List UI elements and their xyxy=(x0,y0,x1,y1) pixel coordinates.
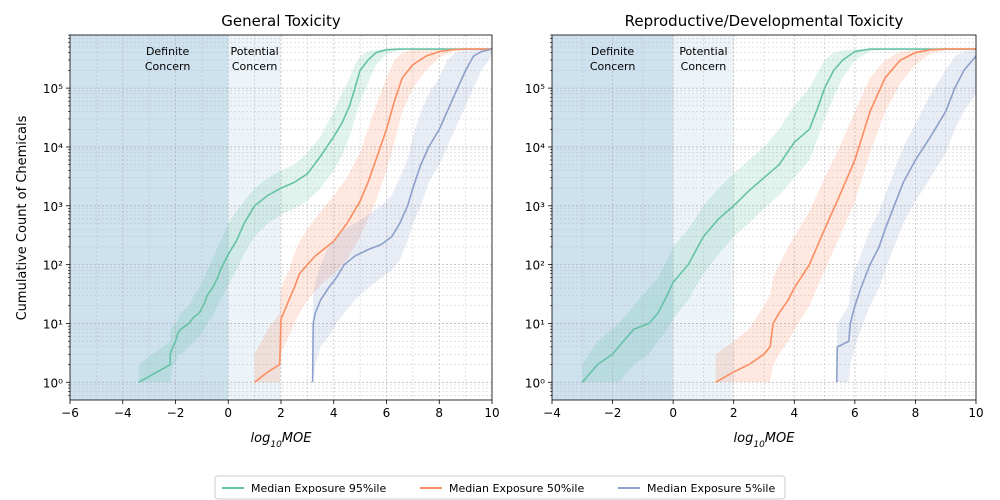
y-tick-label: 10⁵ xyxy=(525,82,545,96)
x-tick-label: −2 xyxy=(604,406,622,420)
y-axis-label: Cumulative Count of Chemicals xyxy=(15,115,30,320)
series-layer xyxy=(581,48,976,383)
y-tick-label: 10² xyxy=(525,259,545,273)
x-tick-label: 4 xyxy=(790,406,798,420)
legend-entry: Median Exposure 95%ile xyxy=(222,482,386,495)
legend: Median Exposure 95%ile Median Exposure 5… xyxy=(214,475,786,500)
x-axis-label: log10MOE xyxy=(734,431,796,450)
region-label: Potential xyxy=(679,45,727,58)
region-label: Concern xyxy=(590,60,636,73)
confidence-band xyxy=(312,49,492,383)
x-tick-label: 6 xyxy=(851,406,859,420)
chart-reproductive-developmental-toxicity: Reproductive/Developmental Toxicity Defi… xyxy=(525,12,984,450)
series-line xyxy=(254,48,492,383)
x-tick-label: 4 xyxy=(330,406,338,420)
x-axis-label: log10MOE xyxy=(251,431,313,450)
confidence-band xyxy=(715,49,976,383)
x-tick-label: 6 xyxy=(383,406,391,420)
legend-label: Median Exposure 95%ile xyxy=(251,482,386,495)
series-line xyxy=(715,48,976,383)
confidence-band xyxy=(582,49,976,383)
region-label: Concern xyxy=(681,60,727,73)
legend-entry: Median Exposure 50%ile xyxy=(420,482,584,495)
x-tick-label: 0 xyxy=(669,406,677,420)
x-tick-label: 0 xyxy=(224,406,232,420)
y-tick-label: 10³ xyxy=(43,200,63,214)
y-tick-label: 10³ xyxy=(525,200,545,214)
x-tick-label: 10 xyxy=(968,406,983,420)
x-tick-label: 8 xyxy=(435,406,443,420)
region-label: Definite xyxy=(591,45,635,58)
legend-frame xyxy=(214,475,786,500)
x-tick-label: 8 xyxy=(912,406,920,420)
series-line xyxy=(835,55,976,383)
x-tick-label: −4 xyxy=(543,406,561,420)
region-label: Concern xyxy=(145,60,191,73)
x-tick-label: −6 xyxy=(61,406,79,420)
region-label: Concern xyxy=(232,60,278,73)
grid xyxy=(70,35,492,400)
x-tick-label: 10 xyxy=(484,406,499,420)
y-tick-label: 10⁰ xyxy=(43,376,63,390)
legend-label: Median Exposure 5%ile xyxy=(647,482,775,495)
y-tick-label: 10¹ xyxy=(525,317,545,331)
y-tick-label: 10⁵ xyxy=(43,82,63,96)
chart-title: Reproductive/Developmental Toxicity xyxy=(625,12,904,30)
chart-title: General Toxicity xyxy=(221,12,341,30)
y-tick-label: 10⁴ xyxy=(43,141,63,155)
region-label: Potential xyxy=(231,45,279,58)
confidence-band xyxy=(138,49,492,383)
region-label: Definite xyxy=(146,45,190,58)
confidence-band xyxy=(836,49,976,383)
confidence-band xyxy=(254,49,492,383)
x-tick-label: −4 xyxy=(114,406,132,420)
plot-frame xyxy=(551,34,977,401)
series-line xyxy=(138,48,492,383)
chart-general-toxicity: General Toxicity Definite Concern Potentia… xyxy=(15,12,500,450)
y-tick-label: 10⁴ xyxy=(525,141,545,155)
x-tick-label: 2 xyxy=(277,406,285,420)
legend-label: Median Exposure 50%ile xyxy=(449,482,584,495)
y-tick-label: 10¹ xyxy=(43,317,63,331)
series-layer xyxy=(138,48,492,383)
series-line xyxy=(311,48,492,383)
grid xyxy=(552,35,976,400)
legend-entry: Median Exposure 5%ile xyxy=(618,482,775,495)
x-tick-label: 2 xyxy=(730,406,738,420)
series-line xyxy=(581,48,976,383)
y-tick-label: 10⁰ xyxy=(525,376,545,390)
y-tick-label: 10² xyxy=(43,259,63,273)
concern-region xyxy=(70,35,229,400)
x-tick-label: −2 xyxy=(167,406,185,420)
